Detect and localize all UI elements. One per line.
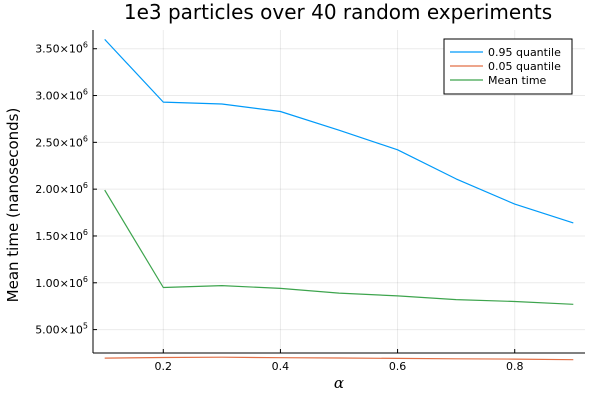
chart-title: 1e3 particles over 40 random experiments (124, 0, 552, 24)
y-tick-mantissa: 5.00×10 (35, 324, 83, 337)
series-lines (104, 38, 574, 361)
series-line-0 (104, 38, 574, 224)
y-tick-exponent: 6 (83, 88, 88, 97)
y-tick-exponent: 6 (83, 181, 88, 190)
y-tick-exponent: 6 (83, 134, 88, 143)
y-tick-exponent: 6 (83, 41, 88, 50)
series-line-2 (104, 189, 574, 305)
x-tick-label: 0.2 (155, 360, 173, 373)
legend-label: 0.05 quantile (488, 60, 561, 73)
grid (93, 30, 585, 353)
x-axis-label: α (334, 374, 344, 392)
y-tick-mantissa: 2.00×10 (35, 183, 83, 196)
x-ticks: 0.2 0.4 0.6 0.8 (155, 349, 524, 373)
y-tick-label: 5.00×105 (35, 322, 88, 337)
legend-label: 0.95 quantile (488, 46, 561, 59)
y-tick-mantissa: 1.50×10 (35, 230, 83, 243)
y-tick-mantissa: 1.00×10 (35, 277, 83, 290)
y-tick-label: 1.00×106 (35, 275, 88, 290)
y-ticks: 5.00×1051.00×1061.50×1062.00×1062.50×106… (35, 41, 97, 337)
y-tick-exponent: 6 (83, 228, 88, 237)
legend-label: Mean time (488, 74, 547, 87)
y-tick-label: 1.50×106 (35, 228, 88, 243)
y-tick-mantissa: 3.00×10 (35, 90, 83, 103)
y-tick-mantissa: 3.50×10 (35, 43, 83, 56)
legend-box (443, 38, 573, 95)
x-tick-label: 0.4 (272, 360, 290, 373)
y-tick-exponent: 6 (83, 275, 88, 284)
y-tick-label: 2.50×106 (35, 134, 88, 149)
x-tick-label: 0.6 (389, 360, 407, 373)
axes (92, 30, 585, 354)
series-line-1 (104, 356, 574, 361)
x-tick-label: 0.8 (506, 360, 524, 373)
y-tick-mantissa: 2.50×10 (35, 136, 83, 149)
y-axis-label: Mean time (nanoseconds) (4, 108, 22, 303)
y-tick-label: 2.00×106 (35, 181, 88, 196)
y-tick-label: 3.00×106 (35, 88, 88, 103)
y-tick-exponent: 5 (83, 322, 88, 331)
y-tick-label: 3.50×106 (35, 41, 88, 56)
